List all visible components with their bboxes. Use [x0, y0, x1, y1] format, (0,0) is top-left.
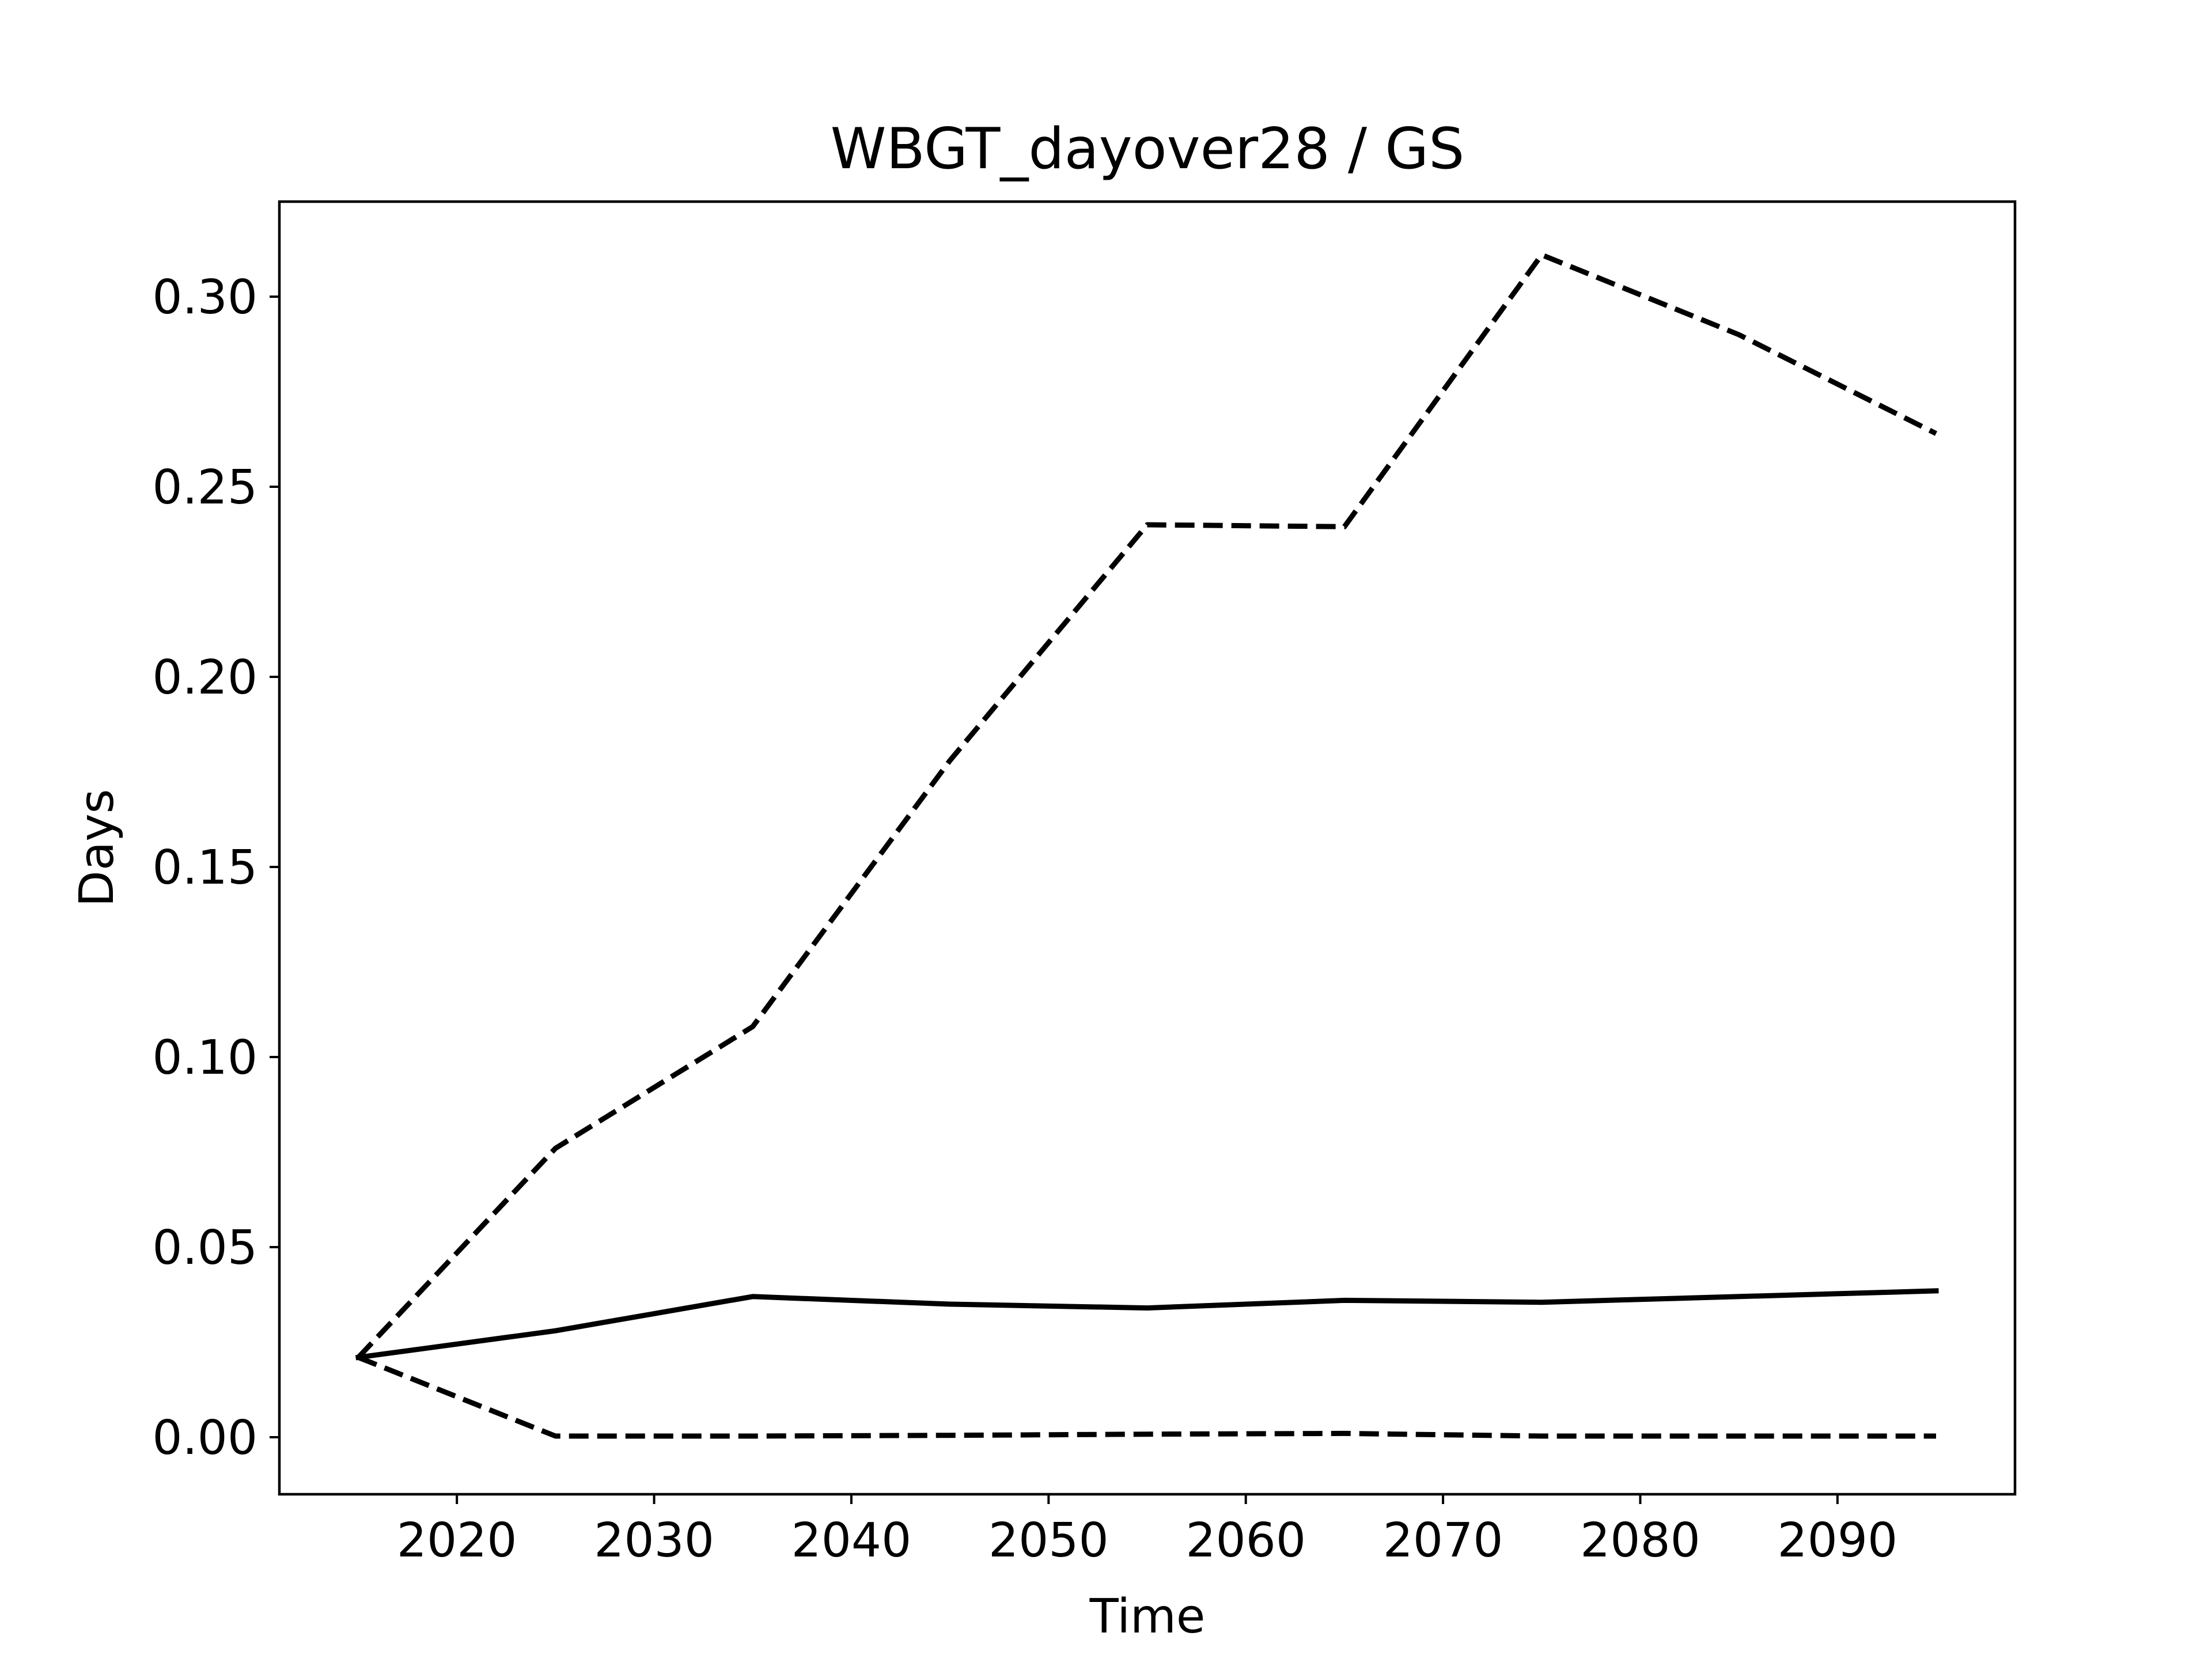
y-axis: 0.00 0.05 0.10 0.15 0.20 0.25 0.30 [152, 270, 279, 1465]
x-tick-label: 2090 [1778, 1513, 1898, 1568]
plot-frame [278, 200, 2017, 1496]
x-tick-label: 2080 [1580, 1513, 1700, 1568]
y-axis-label: Days [70, 789, 124, 907]
y-tick-label: 0.05 [152, 1221, 257, 1275]
upper-bound-line [356, 252, 1938, 1359]
y-tick-label: 0.30 [152, 270, 257, 325]
y-tick-label: 0.20 [152, 650, 257, 705]
x-tick-label: 2070 [1383, 1513, 1503, 1568]
lower-bound-line [357, 1355, 1936, 1439]
x-tick-label: 2040 [791, 1513, 912, 1568]
y-tick-label: 0.15 [152, 840, 257, 895]
series-layer [355, 252, 1939, 1439]
y-tick-label: 0.10 [152, 1031, 257, 1085]
chart-title: WBGT_dayover28 / GS [831, 116, 1465, 182]
x-tick-label: 2020 [397, 1513, 517, 1568]
median-line [355, 1288, 1939, 1361]
x-tick-label: 2060 [1185, 1513, 1306, 1568]
x-tick-label: 2050 [988, 1513, 1109, 1568]
x-axis-label: Time [1089, 1589, 1206, 1644]
x-tick-label: 2030 [594, 1513, 714, 1568]
x-axis: 2020 2030 2040 2050 2060 2070 2080 2090 [397, 1494, 1897, 1568]
y-tick-label: 0.25 [152, 460, 257, 515]
y-tick-label: 0.00 [152, 1411, 257, 1465]
